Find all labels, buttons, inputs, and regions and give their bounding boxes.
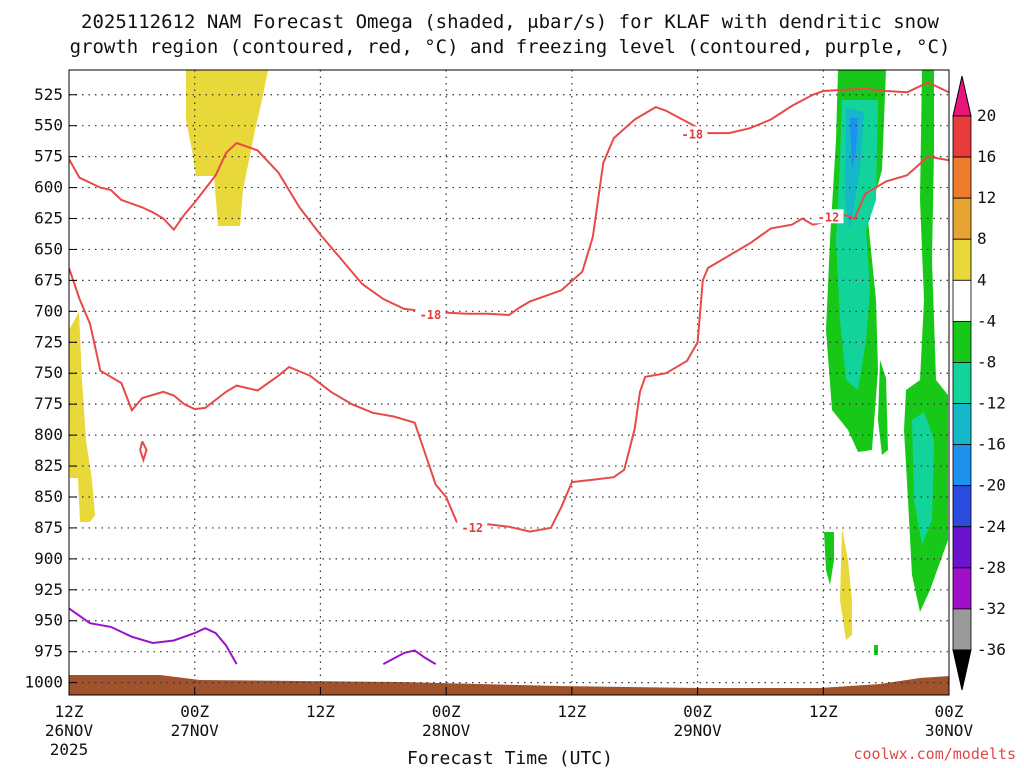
colorbar-box	[952, 608, 972, 651]
y-tick-label: 575	[34, 147, 63, 166]
contour-labels: -18 -18 -12 -12	[415, 126, 844, 535]
chart-title-line-2: growth region (contoured, red, °C) and f…	[70, 36, 951, 58]
omega-teal-right-region	[912, 412, 934, 545]
contour-label-bg	[415, 307, 446, 322]
y-tick-label: 1000	[24, 673, 63, 692]
y-tick-label: 700	[34, 301, 63, 320]
temperature-contours	[69, 81, 949, 665]
x-tick-year: 2025	[50, 740, 89, 759]
contour-label-bg	[457, 519, 488, 534]
colorbar-tick-label: -32	[977, 599, 1006, 618]
omega-yellow-small-patch	[840, 528, 852, 640]
omega-cyan-region	[845, 108, 864, 230]
contour-label-bg	[677, 126, 708, 141]
y-tick-label: 625	[34, 209, 63, 228]
omega-negative-right-region-b	[878, 360, 888, 455]
colorbar-tick-label: -8	[977, 352, 996, 371]
x-tick-label: 00Z	[935, 702, 964, 721]
colorbar-tick-label: -36	[977, 640, 1006, 659]
colorbar-tick-label: 16	[977, 147, 996, 166]
colorbar-box	[952, 444, 972, 487]
colorbar-top-triangle	[952, 75, 972, 117]
y-tick-label: 725	[34, 332, 63, 351]
colorbar-box	[952, 403, 972, 446]
contour-label: -12	[818, 210, 840, 224]
plot-frame	[68, 69, 950, 696]
y-tick-label: 525	[34, 85, 63, 104]
x-tick-label: 00Z	[432, 702, 461, 721]
x-tick-date: 28NOV	[422, 721, 471, 740]
x-tick-date: 29NOV	[673, 721, 722, 740]
colorbar-tick-label: 12	[977, 188, 996, 207]
x-tick-date: 27NOV	[171, 721, 220, 740]
x-tick-label: 12Z	[809, 702, 838, 721]
colorbar-box	[952, 320, 972, 363]
y-tick-label: 650	[34, 239, 63, 258]
contour-label: -18	[420, 308, 442, 322]
omega-positive-upper-region	[186, 70, 268, 226]
y-tick-label: 875	[34, 518, 63, 537]
omega-blue-core	[850, 118, 858, 170]
colorbar-tick-label: -20	[977, 476, 1006, 495]
y-tick-label: 775	[34, 394, 63, 413]
contour-small-loop	[139, 440, 148, 464]
y-tick-label: 675	[34, 270, 63, 289]
omega-green-small-patch	[824, 532, 834, 585]
y-tick-label: 950	[34, 611, 63, 630]
y-tick-label: 600	[34, 178, 63, 197]
colorbar-bottom-triangle	[952, 649, 972, 691]
omega-shading	[69, 70, 948, 655]
x-tick-label: 12Z	[55, 702, 84, 721]
credit-text: coolwx.com/modelts	[853, 745, 1016, 763]
colorbar-box	[952, 156, 972, 199]
colorbar-box	[952, 279, 972, 322]
colorbar-tick-label: 4	[977, 270, 987, 289]
colorbar-box	[952, 238, 972, 281]
colorbar-box	[952, 197, 972, 240]
colorbar-tick-label: -4	[977, 311, 996, 330]
freezing-level-contour	[69, 607, 238, 665]
y-tick-label: 850	[34, 487, 63, 506]
chart-title-line-1: 2025112612 NAM Forecast Omega (shaded, μ…	[81, 11, 939, 33]
colorbar-tick-label: 20	[977, 106, 996, 125]
contour-label: -12	[461, 521, 483, 535]
colorbar-tick-label: -16	[977, 435, 1006, 454]
x-tick-date: 26NOV	[45, 721, 94, 740]
colorbar-tick-label: -24	[977, 517, 1006, 536]
contour-label-bg	[813, 209, 844, 224]
colorbar: 20 16 12 8 4 -4 -8 -12 -16 -20 -24 -28 -32 -36	[952, 75, 1006, 691]
y-tick-label: 550	[34, 116, 63, 135]
y-tick-label: 800	[34, 425, 63, 444]
x-axis-label: Forecast Time (UTC)	[407, 748, 613, 768]
y-axis: 525 550 575 600 625 650 675 700 725 750 775 800 825 8…	[24, 85, 77, 692]
x-tick-label: 00Z	[180, 702, 209, 721]
x-tick-date: 30NOV	[925, 721, 974, 740]
contour-minus18	[69, 81, 949, 317]
omega-green-dot	[874, 645, 878, 655]
colorbar-box	[952, 567, 972, 610]
colorbar-box	[952, 115, 972, 158]
y-tick-label: 975	[34, 642, 63, 661]
y-tick-label: 925	[34, 580, 63, 599]
y-tick-label: 900	[34, 549, 63, 568]
y-tick-label: 750	[34, 363, 63, 382]
colorbar-tick-label: -28	[977, 558, 1006, 577]
x-tick-label: 12Z	[557, 702, 586, 721]
y-tick-label: 825	[34, 456, 63, 475]
contour-label: -18	[681, 127, 703, 141]
terrain-below-ground	[69, 675, 949, 695]
colorbar-tick-label: 8	[977, 229, 987, 248]
colorbar-box	[952, 485, 972, 528]
colorbar-tick-label: -12	[977, 394, 1006, 413]
omega-positive-lower-left-region	[69, 312, 95, 522]
contour-minus12	[69, 155, 949, 533]
freezing-level-contour-2	[382, 649, 437, 665]
colorbar-box	[952, 362, 972, 404]
colorbar-box	[952, 526, 972, 569]
x-tick-label: 12Z	[306, 702, 335, 721]
x-tick-label: 00Z	[683, 702, 712, 721]
